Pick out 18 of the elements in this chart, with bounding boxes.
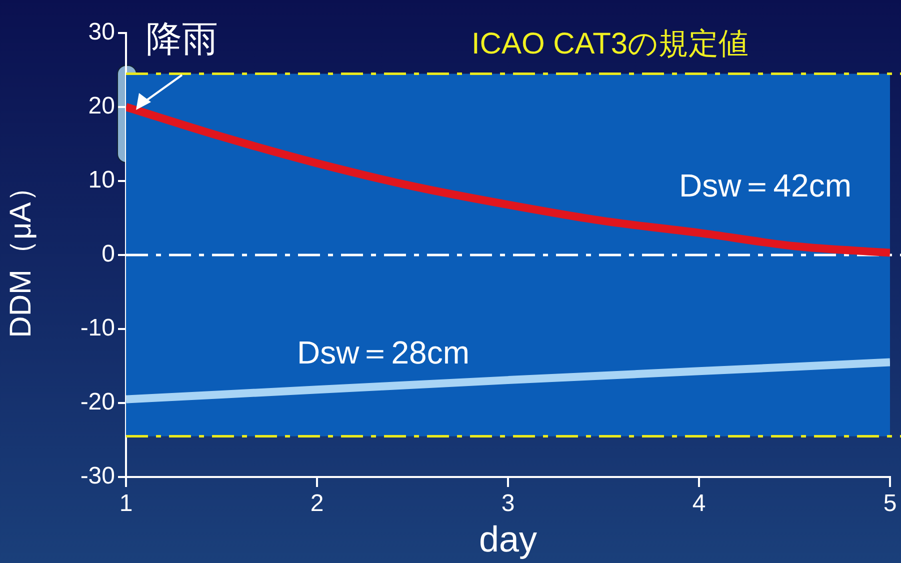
- y-tick-label: -10: [80, 314, 115, 342]
- x-tick-label: 3: [501, 490, 515, 518]
- series-label: Dsw＝42cm: [679, 168, 852, 204]
- x-axis-title: day: [478, 518, 538, 560]
- series-label: Dsw＝28cm: [297, 334, 470, 371]
- y-axis-title: DDM（μA）: [4, 172, 38, 338]
- y-tick-label: -30: [80, 462, 115, 490]
- y-tick-label: 20: [88, 92, 115, 120]
- x-tick-label: 5: [883, 490, 897, 518]
- y-tick-label: 0: [102, 240, 115, 268]
- x-tick-label: 1: [119, 490, 133, 518]
- y-tick-label: 30: [88, 18, 115, 46]
- chart-title: ICAO CAT3の規定値: [471, 27, 749, 60]
- y-tick-label: 10: [88, 166, 115, 194]
- x-tick-label: 2: [310, 490, 324, 518]
- x-tick-label: 4: [692, 490, 706, 518]
- annotation: 降雨: [146, 18, 218, 59]
- y-tick-label: -20: [80, 388, 115, 416]
